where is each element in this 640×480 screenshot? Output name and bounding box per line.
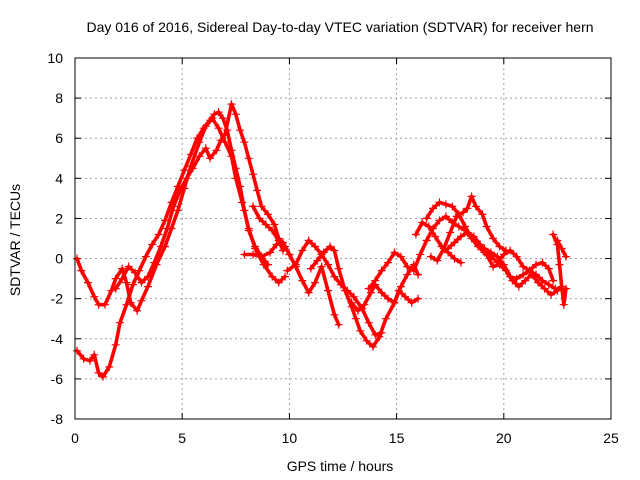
y-tick-label: 4 xyxy=(55,170,63,186)
plot-frame xyxy=(74,57,612,420)
series-line-trace-15 xyxy=(251,204,285,253)
series-line-trace-8 xyxy=(366,214,558,291)
y-tick-label: -2 xyxy=(51,291,64,307)
series-line-trace-1 xyxy=(75,116,287,313)
y-tick-label: 8 xyxy=(55,90,63,106)
x-tick-label: 25 xyxy=(603,430,619,446)
series-markers-trace-2 xyxy=(73,108,272,381)
series-line-trace-3 xyxy=(113,102,292,291)
series-line-trace-11 xyxy=(429,194,508,263)
series-markers-trace-13 xyxy=(553,236,570,261)
series-markers-trace-9 xyxy=(422,198,558,285)
grid-lines xyxy=(75,58,611,419)
series-markers-trace-11 xyxy=(426,192,510,265)
series-markers-trace-3 xyxy=(111,100,294,293)
y-axis-label: SDTVAR / TECUs xyxy=(7,184,23,296)
x-tick-label: 0 xyxy=(71,430,79,446)
series-line-trace-2 xyxy=(75,110,270,379)
y-tick-label: 10 xyxy=(47,50,63,66)
series-markers-trace-8 xyxy=(364,212,560,293)
series-markers-trace-14 xyxy=(411,218,465,267)
series-markers-trace-4 xyxy=(240,238,343,329)
series-markers-trace-15 xyxy=(249,202,287,255)
x-tick-label: 10 xyxy=(282,430,298,446)
y-tick-label: 6 xyxy=(55,130,63,146)
y-tick-label: -8 xyxy=(51,411,64,427)
data-traces xyxy=(73,100,570,381)
series-line-trace-14 xyxy=(414,220,463,265)
x-tick-label: 15 xyxy=(389,430,405,446)
chart-title: Day 016 of 2016, Sidereal Day-to-day VTE… xyxy=(86,19,593,35)
y-tick-label: 2 xyxy=(55,210,63,226)
x-tick-label: 5 xyxy=(178,430,186,446)
y-tick-label: -4 xyxy=(51,331,64,347)
y-tick-label: -6 xyxy=(51,371,64,387)
x-tick-label: 20 xyxy=(496,430,512,446)
y-tick-label: 0 xyxy=(55,251,63,267)
x-axis-label: GPS time / hours xyxy=(287,458,394,474)
series-line-trace-7 xyxy=(349,282,420,313)
